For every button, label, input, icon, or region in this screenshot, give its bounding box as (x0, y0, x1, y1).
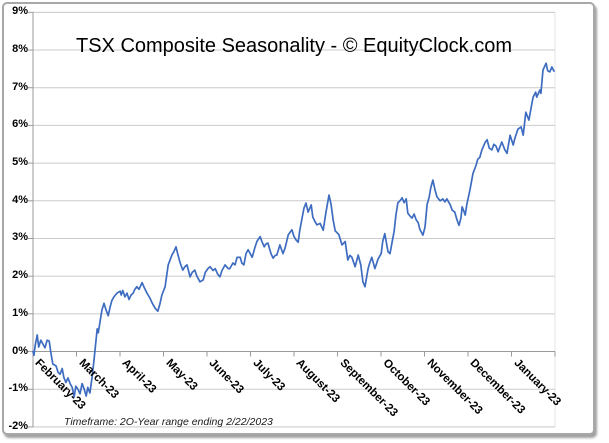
y-axis-label: 1% (12, 306, 28, 319)
chart-image-frame (2, 2, 595, 435)
y-axis-label: 2% (12, 269, 28, 282)
seasonality-data-line (32, 62, 555, 398)
y-axis-label: 4% (12, 193, 28, 206)
y-axis-label: 7% (12, 80, 28, 93)
y-axis-label: 8% (12, 43, 28, 56)
y-axis-label: 0% (12, 344, 28, 357)
y-axis-label: -1% (8, 382, 28, 395)
chart-title: TSX Composite Seasonality - © EquityCloc… (75, 35, 512, 57)
y-axis-label: 3% (12, 231, 28, 244)
timeframe-note: Timeframe: 2O-Year range ending 2/22/202… (64, 416, 273, 428)
y-axis-label: -2% (8, 419, 28, 432)
y-axis-label: 6% (12, 118, 28, 131)
y-axis-label: 5% (12, 156, 28, 169)
y-axis-label: 9% (12, 5, 28, 18)
